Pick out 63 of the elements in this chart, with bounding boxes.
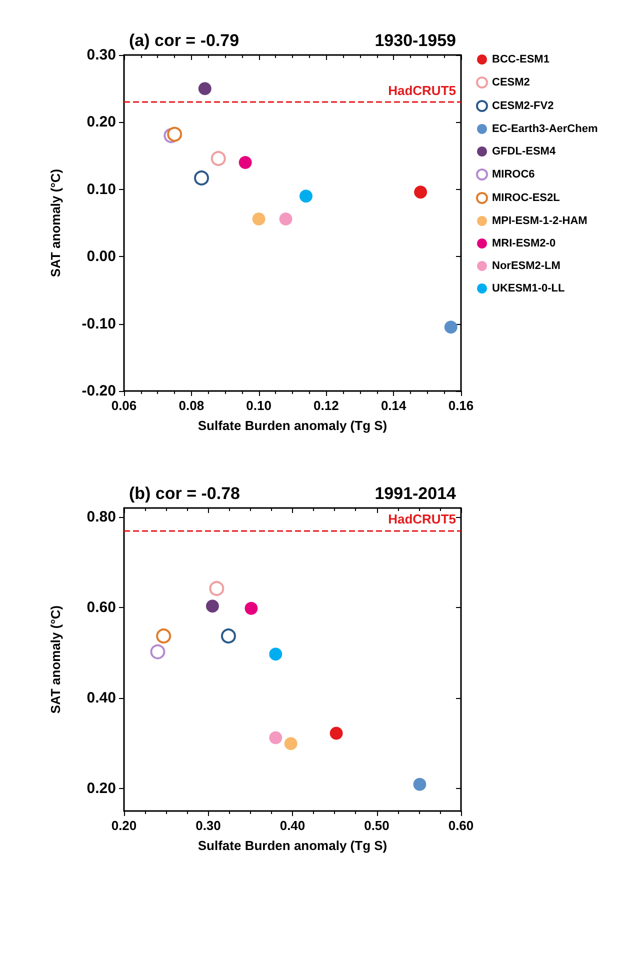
point <box>156 628 172 644</box>
y-tick-label: 0.30 <box>86 46 116 64</box>
point <box>299 190 312 203</box>
legend-label: UKESM1-0-LL <box>492 282 566 294</box>
y-tick-label: -0.10 <box>82 315 116 332</box>
point <box>194 170 210 186</box>
chart-subtitle: 1991-2014 <box>374 484 457 503</box>
chart-subtitle: 1930-1959 <box>374 31 456 50</box>
legend-label: EC-Earth3-AerChem <box>492 123 598 135</box>
x-tick-label: 0.50 <box>364 818 390 833</box>
x-tick-label: 0.12 <box>314 398 339 413</box>
y-tick-label: 0.20 <box>86 114 116 131</box>
x-tick-label: 0.30 <box>196 818 221 833</box>
legend-label: MIROC-ES2L <box>492 192 560 204</box>
y-tick-label: 0.00 <box>86 248 116 266</box>
point <box>206 600 219 613</box>
point <box>330 726 343 740</box>
x-tick-label: 0.16 <box>448 398 474 413</box>
x-tick-label: 0.08 <box>178 398 204 413</box>
x-tick-label: 0.60 <box>448 818 474 833</box>
y-axis-title: SAT anomaly (°C) <box>48 168 63 278</box>
x-tick-label: 0.40 <box>280 818 306 833</box>
x-axis-title: Sulfate Burden anomaly (Tg S) <box>198 418 388 433</box>
chart-title: (a) cor = -0.79 <box>129 31 240 50</box>
y-tick-label: -0.20 <box>82 382 116 400</box>
point <box>284 737 298 750</box>
point <box>269 648 282 661</box>
y-tick-label: 0.10 <box>86 180 116 198</box>
point <box>150 644 166 660</box>
point <box>167 126 182 142</box>
point <box>279 212 292 226</box>
point <box>252 212 266 226</box>
point <box>220 628 236 644</box>
y-tick-label: 0.20 <box>86 780 116 797</box>
point <box>244 602 258 615</box>
point <box>414 186 428 199</box>
ref-line-label: HadCRUT5 <box>388 83 456 98</box>
point <box>209 581 224 596</box>
point <box>198 82 212 96</box>
point <box>269 731 282 744</box>
point <box>444 320 458 334</box>
x-tick-label: 0.10 <box>246 398 272 413</box>
legend-label: CESM2 <box>492 76 530 88</box>
legend-label: MRI-ESM2-0 <box>492 238 556 250</box>
legend-label: MPI-ESM-1-2-HAM <box>492 215 588 227</box>
x-axis-title: Sulfate Burden anomaly (Tg S) <box>198 838 388 853</box>
point <box>238 156 252 170</box>
point <box>210 150 226 166</box>
ref-line-label: HadCRUT5 <box>388 512 456 527</box>
x-tick-label: 0.14 <box>380 398 408 413</box>
y-tick-label: 0.80 <box>86 508 116 526</box>
legend-label: BCC-ESM1 <box>492 54 550 66</box>
y-tick-label: 0.40 <box>86 689 116 706</box>
legend-label: MIROC6 <box>492 168 535 180</box>
chart-title: (b) cor = -0.78 <box>129 484 240 503</box>
legend-label: CESM2-FV2 <box>492 100 554 112</box>
x-tick-label: 0.06 <box>111 398 137 413</box>
legend-label: GFDL-ESM4 <box>492 146 556 158</box>
y-tick-label: 0.60 <box>86 598 116 616</box>
x-tick-label: 0.20 <box>111 818 137 833</box>
legend-label: NorESM2-LM <box>492 260 560 272</box>
point <box>413 778 426 791</box>
y-axis-title: SAT anomaly (°C) <box>48 605 63 714</box>
